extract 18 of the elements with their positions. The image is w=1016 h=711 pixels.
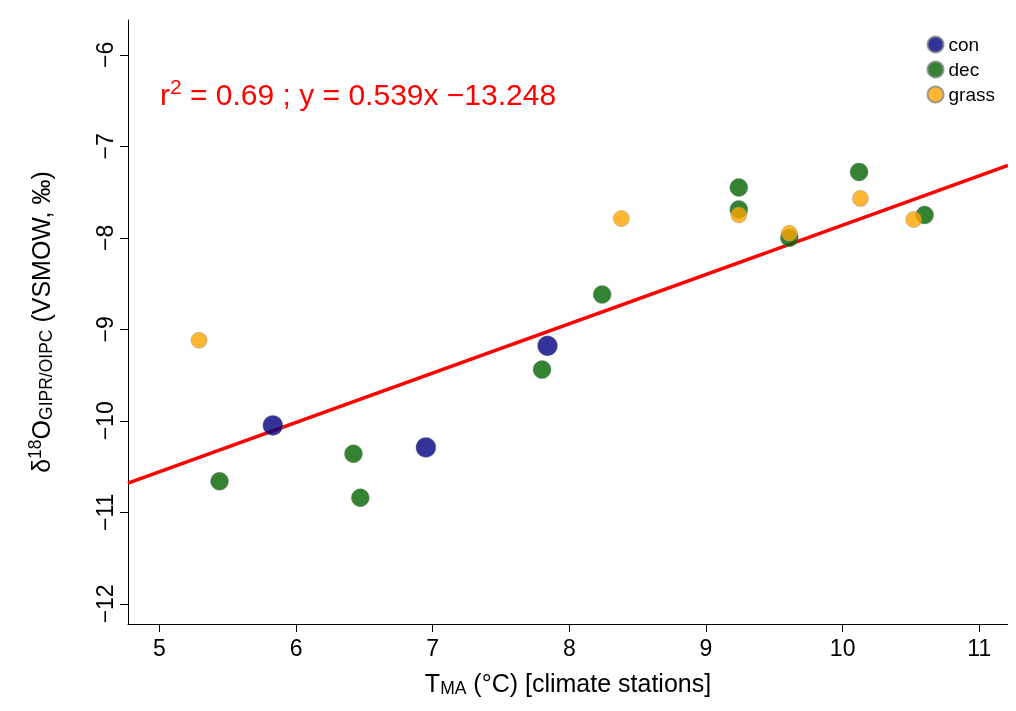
y-tick-label: −9 (91, 316, 118, 343)
x-tick-label: 6 (289, 634, 303, 661)
y-tick-label: −10 (91, 401, 118, 441)
x-tick-label: 11 (967, 634, 992, 661)
x-tick-label: 7 (426, 634, 440, 661)
y-tick-label: −7 (91, 133, 118, 160)
y-tick-label: −6 (91, 41, 118, 68)
y-tick-label: −8 (91, 224, 118, 251)
x-tick-label: 10 (829, 634, 856, 661)
y-tick-label: −11 (91, 493, 118, 532)
legend-label: con (948, 34, 980, 55)
x-tick-label: 9 (699, 634, 713, 661)
legend-label: dec (948, 59, 980, 80)
x-tick-label: 8 (562, 634, 576, 661)
legend-label: grass (948, 84, 996, 105)
x-tick-label: 5 (153, 634, 166, 661)
y-axis-title: δ18OGIPR/OIPC (VSMOW, ‰) (24, 171, 56, 473)
y-tick-label: −12 (91, 584, 118, 624)
